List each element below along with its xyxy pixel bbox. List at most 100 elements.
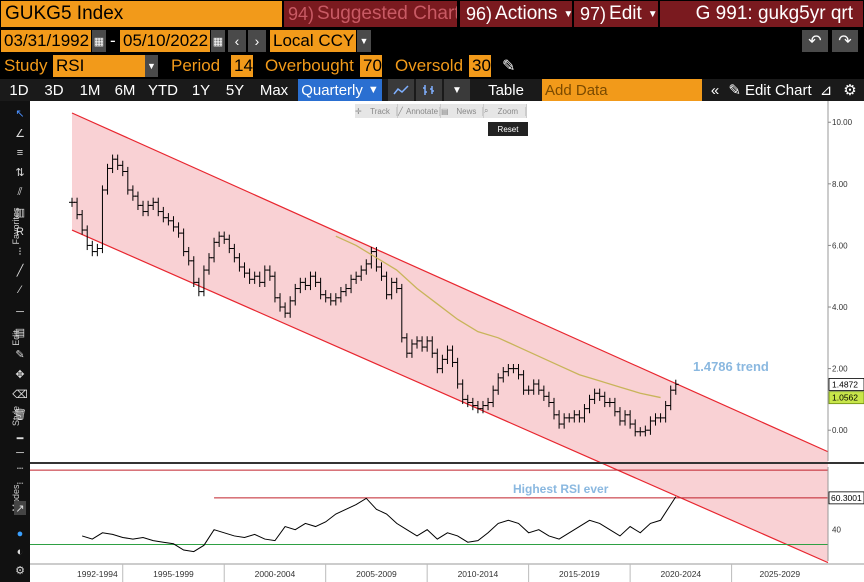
overbought-value: 70 xyxy=(363,56,382,75)
move-icon[interactable]: ✥ xyxy=(15,368,25,381)
price-axis-tick-label: 10.00 xyxy=(832,118,853,127)
gear-icon[interactable]: ⚙ xyxy=(843,82,857,99)
zoom-button[interactable]: ⌕ Zoom xyxy=(484,104,527,118)
period-1d[interactable]: 1D xyxy=(9,81,29,99)
channel-tool-icon[interactable]: ⫽ xyxy=(17,185,23,198)
edit-menu[interactable]: 97) Edit ▼ xyxy=(574,1,658,27)
line-style-2-icon[interactable]: ─ xyxy=(16,447,24,459)
track-button[interactable]: ✛ Track xyxy=(355,104,398,118)
chevron-down-icon: ▼ xyxy=(647,8,658,20)
line-style-1-icon[interactable]: ━ xyxy=(16,432,24,445)
pencil-icon[interactable]: ✎ xyxy=(15,348,25,361)
x-axis-tick-label: 1992-1994 xyxy=(77,569,118,579)
grid-icon[interactable]: ▥ xyxy=(14,206,26,219)
period-1m[interactable]: 1M xyxy=(79,81,101,99)
chart-settings-icon[interactable]: ⊿ xyxy=(819,82,833,99)
previous-icon[interactable]: ‹ xyxy=(228,30,246,52)
currency-value: Local CCY xyxy=(273,31,355,50)
period-5y[interactable]: 5Y xyxy=(225,81,245,99)
table-button[interactable]: Table xyxy=(488,81,524,99)
color-mode-icon[interactable]: ● xyxy=(16,528,24,540)
period-field[interactable]: 14 xyxy=(231,55,253,77)
overbought-label: Overbought xyxy=(265,56,354,75)
edit-chart-button[interactable]: ✎ Edit Chart xyxy=(726,79,814,101)
pencil-icon[interactable]: ✎ xyxy=(502,58,516,75)
redo-icon[interactable]: ↷ xyxy=(832,30,858,52)
arrows-icon[interactable]: ⇅ xyxy=(15,166,25,179)
period-6m[interactable]: 6M xyxy=(114,81,136,99)
chevron-down-icon: ▼ xyxy=(367,84,379,96)
news-button[interactable]: ▤ News xyxy=(441,104,484,118)
price-axis-tick-label: 8.00 xyxy=(832,180,848,189)
collapse-icon[interactable]: « xyxy=(710,81,720,99)
study-field[interactable]: RSI xyxy=(53,55,145,77)
trend-annotation: 1.4786 trend xyxy=(693,359,769,374)
trash-icon[interactable]: 🗑 xyxy=(13,408,27,421)
edit-number: 97) xyxy=(580,3,607,24)
chart-title: G 991: gukg5yr qrt xyxy=(660,1,863,27)
oversold-field[interactable]: 30 xyxy=(469,55,491,77)
end-date-field[interactable]: 05/10/2022 xyxy=(120,30,210,52)
actions-menu[interactable]: 96) Actions ▼ xyxy=(460,1,572,27)
chart-area[interactable]: 10.00 8.00 6.00 4.00 2.00 0.00 1.4872 1.0562 1.4… xyxy=(30,101,864,582)
line-tool-icon[interactable]: ∠ xyxy=(15,127,25,140)
start-date-field[interactable]: 03/31/1992 xyxy=(1,30,91,52)
pen-icon[interactable]: ╱ xyxy=(16,264,24,277)
price-axis-tick-label: 6.00 xyxy=(832,241,848,250)
left-toolbar: Favorites Edit Style Modes ↖ ∠ ≡ ⇅ ⫽ ▥ R… xyxy=(0,101,30,582)
x-axis-tick-label: 2005-2009 xyxy=(356,569,397,579)
oversold-label: Oversold xyxy=(395,56,464,75)
overbought-field[interactable]: 70 xyxy=(360,55,382,77)
gear-icon[interactable]: ⚙ xyxy=(15,564,25,577)
price-rsi-chart[interactable]: 10.00 8.00 6.00 4.00 2.00 0.00 1.4872 1.0562 1.4… xyxy=(30,101,864,582)
last-price-tag-box xyxy=(828,378,864,391)
title-bar: GUKG5 Index 94) Suggested Charts 96) Act… xyxy=(0,0,864,28)
horizontal-line-icon[interactable]: ─ xyxy=(16,306,24,318)
fib-tool-icon[interactable]: R xyxy=(16,226,24,238)
cursor-icon[interactable]: ↖ xyxy=(15,107,25,120)
zoom-label: Zoom xyxy=(491,106,526,116)
frequency-select[interactable]: Quarterly ▼ xyxy=(298,79,382,101)
line-chart-icon[interactable] xyxy=(388,79,414,101)
x-axis-tick-label: 2015-2019 xyxy=(559,569,600,579)
bar-chart-icon[interactable] xyxy=(416,79,442,101)
reset-button[interactable]: Reset xyxy=(488,122,528,136)
text-tool-icon[interactable]: ⁄ xyxy=(19,284,21,296)
calendar-icon[interactable]: ▦ xyxy=(92,30,106,52)
channel-upper-line xyxy=(71,112,829,453)
add-data-input[interactable]: Add Data xyxy=(542,79,702,101)
annotation-icon[interactable]: ⁝ xyxy=(18,245,22,258)
ma-tag-box xyxy=(828,391,864,405)
pencil-icon: ✎ xyxy=(728,82,741,99)
period-1y[interactable]: 1Y xyxy=(191,81,211,99)
period-value: 14 xyxy=(234,56,253,75)
security-field[interactable]: GUKG5 Index xyxy=(1,1,282,27)
calendar-icon[interactable]: ▦ xyxy=(211,30,225,52)
x-axis-tick-label: 1995-1999 xyxy=(153,569,194,579)
period-ytd[interactable]: YTD xyxy=(148,81,178,99)
period-3d[interactable]: 3D xyxy=(44,81,64,99)
chevron-down-icon[interactable]: ▼ xyxy=(145,55,158,77)
currency-field[interactable]: Local CCY xyxy=(270,30,356,52)
chevron-down-icon[interactable]: ▼ xyxy=(357,30,371,52)
date-separator: - xyxy=(110,31,116,50)
trend-channel-fill xyxy=(72,113,828,563)
undo-icon[interactable]: ↶ xyxy=(802,30,828,52)
layers-icon[interactable]: ▤ xyxy=(14,326,26,339)
edit-chart-label: Edit Chart xyxy=(744,81,812,99)
x-axis-tick-label: 2020-2024 xyxy=(661,569,702,579)
line-style-3-icon[interactable]: ┄ xyxy=(16,462,24,475)
suggested-charts-menu[interactable]: 94) Suggested Charts xyxy=(284,1,457,27)
annotate-button[interactable]: ╱ Annotate xyxy=(398,104,441,118)
theme-icon[interactable]: ◐ xyxy=(16,546,24,558)
study-value: RSI xyxy=(56,56,85,75)
modes-icon[interactable]: ↗ xyxy=(14,501,26,515)
chevron-down-icon[interactable]: ▼ xyxy=(444,79,470,101)
period-max[interactable]: Max xyxy=(259,81,289,99)
ma-tag: 1.0562 xyxy=(832,393,858,403)
fibonacci-icon[interactable]: ≡ xyxy=(16,147,24,159)
line-style-4-icon[interactable]: ┈ xyxy=(16,477,24,490)
next-icon[interactable]: › xyxy=(248,30,266,52)
rsi-line xyxy=(82,496,677,553)
eraser-icon[interactable]: ⌫ xyxy=(12,388,28,401)
